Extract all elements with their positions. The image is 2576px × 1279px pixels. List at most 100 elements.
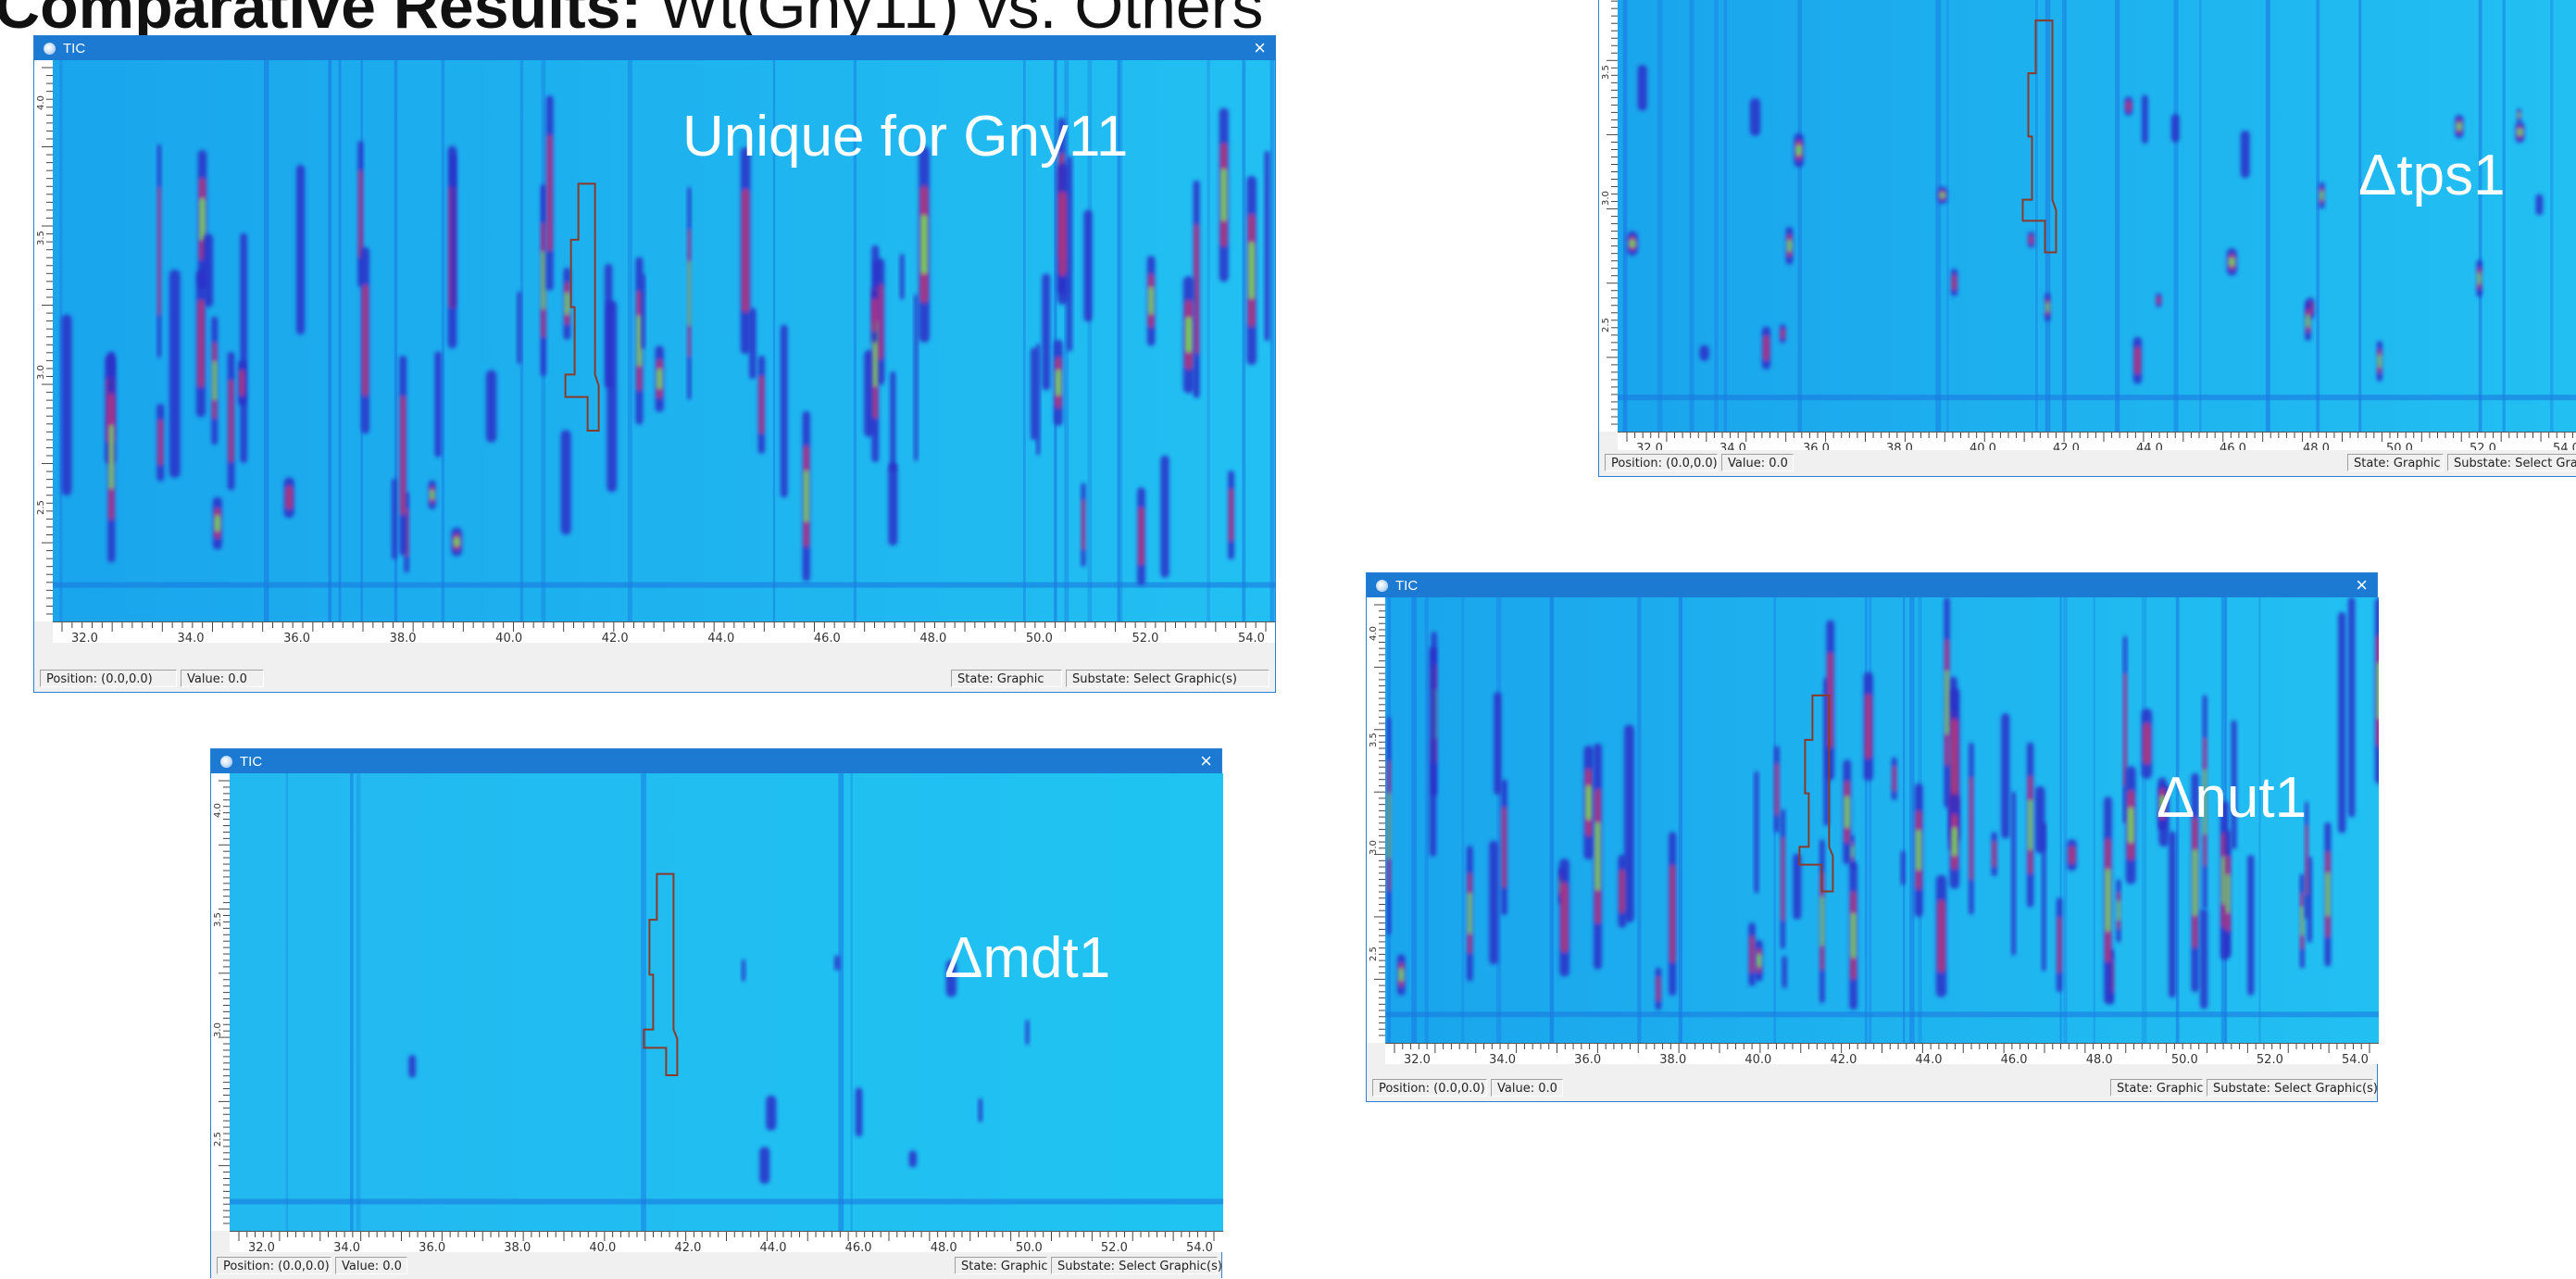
streak <box>1637 597 1642 1043</box>
x-tick-label: 36.0 <box>419 1241 446 1252</box>
x-tick-label: 32.0 <box>248 1241 275 1252</box>
peak <box>240 232 247 464</box>
streak <box>1864 597 1868 1043</box>
peak <box>759 1147 770 1185</box>
peak <box>1083 209 1093 322</box>
region-marker <box>1798 694 1834 893</box>
window-titlebar[interactable]: TIC × <box>1367 573 2377 597</box>
chromatogram-plot[interactable] <box>1618 0 2576 432</box>
tic-window-wt[interactable]: TIC × 4.0 3.5 3.0 2.5 32.0 34.0 36.0 38.0 40.0 4… <box>33 35 1276 693</box>
status-bar: Position: (0.0,0.0) Value: 0.0 State: Gr… <box>211 1253 1222 1279</box>
peak <box>1794 132 1805 168</box>
peak <box>1779 324 1786 344</box>
peak <box>2247 855 2255 996</box>
peak <box>1264 151 1270 342</box>
x-tick-label: 48.0 <box>930 1241 957 1252</box>
y-tick-label: 2.5 <box>36 499 46 515</box>
peak <box>1950 269 1958 296</box>
peak <box>2027 232 2035 248</box>
streak <box>2358 0 2362 432</box>
x-axis: 32.0 34.0 36.0 38.0 40.0 42.0 44.0 46.0 48.0 50.0… <box>230 1231 1223 1252</box>
peak <box>766 1095 777 1131</box>
peak <box>238 360 246 406</box>
streak <box>1461 597 1465 1043</box>
peak <box>2045 293 2051 321</box>
peak <box>1891 757 1897 801</box>
y-tick-label: 3.5 <box>213 912 223 928</box>
streak <box>772 60 776 621</box>
peak <box>295 164 306 335</box>
x-tick-label: 42.0 <box>1830 1053 1857 1064</box>
window-titlebar[interactable]: TIC × <box>211 749 1221 773</box>
baseline-band <box>230 1198 1223 1205</box>
close-icon[interactable]: × <box>1200 749 1212 772</box>
peak <box>1900 850 1906 885</box>
chromatogram-plot[interactable] <box>230 773 1223 1231</box>
peak <box>2200 909 2208 1009</box>
streak <box>2258 597 2261 1043</box>
x-tick-label: 50.0 <box>1025 632 1053 643</box>
peak <box>2041 822 2046 972</box>
peak <box>2170 114 2180 143</box>
peak <box>687 187 692 400</box>
streak <box>2063 597 2068 1043</box>
peak <box>1031 347 1038 441</box>
status-position: Position: (0.0,0.0) <box>1605 454 1718 471</box>
peak <box>2231 720 2237 850</box>
tic-window-nut1[interactable]: TIC × 4.0 3.5 3.0 2.5 32.0 34.0 36.0 38.0 40.0 4… <box>1366 572 2379 1102</box>
peak <box>834 955 841 972</box>
peak <box>914 295 919 461</box>
peak <box>2455 114 2464 139</box>
close-icon[interactable]: × <box>1254 36 1266 59</box>
peak <box>156 144 162 358</box>
streak <box>1903 597 1906 1043</box>
tic-window-mdt1[interactable]: TIC × 4.0 3.5 3.0 2.5 32.0 34.0 36.0 38.0 40.0 4… <box>210 748 1223 1279</box>
y-axis: 4.03.53.02.5 <box>1599 0 1619 432</box>
peak <box>2169 831 2176 998</box>
peak <box>1749 97 1761 136</box>
peak <box>2226 248 2237 276</box>
chromatogram-plot[interactable] <box>1385 597 2379 1043</box>
x-tick-label: 46.0 <box>2000 1053 2028 1064</box>
close-icon[interactable]: × <box>2356 573 2368 596</box>
peak <box>871 287 878 343</box>
peak <box>1626 231 1638 257</box>
status-value: Value: 0.0 <box>181 670 264 687</box>
region-marker <box>2021 19 2057 254</box>
y-tick-label: 2.5 <box>1601 317 1611 332</box>
x-tick-label: 32.0 <box>1404 1053 1431 1064</box>
overlay-label: Δmdt1 <box>944 926 1111 990</box>
y-tick-label: 3.0 <box>1601 191 1611 207</box>
streak <box>2175 597 2180 1043</box>
peak <box>919 146 931 343</box>
peak <box>2157 777 2167 831</box>
streak <box>1064 60 1069 621</box>
streak <box>2059 597 2062 1043</box>
peak <box>2125 766 2136 884</box>
streak <box>627 60 632 621</box>
peak <box>1067 156 1073 352</box>
peak <box>978 1098 982 1122</box>
status-state: State: Graphic <box>2347 454 2444 471</box>
peak <box>1754 771 1759 894</box>
peak <box>408 1055 417 1078</box>
window-titlebar[interactable]: TIC × <box>34 36 1275 60</box>
peak <box>1624 724 1634 923</box>
status-position: Position: (0.0,0.0) <box>1372 1079 1487 1097</box>
peak <box>1944 597 1950 809</box>
status-state: State: Graphic <box>951 670 1062 687</box>
peak <box>2374 597 2379 784</box>
peak <box>2476 259 2482 297</box>
peak <box>1949 794 1960 889</box>
peak <box>560 430 571 535</box>
slide-title-rest: Wt(Gny11) vs. Others <box>642 0 1264 42</box>
streak <box>1087 60 1093 621</box>
chromatogram-plot[interactable] <box>53 60 1275 621</box>
streak <box>2048 0 2051 432</box>
status-position: Position: (0.0,0.0) <box>217 1257 331 1274</box>
streak <box>1689 0 1694 432</box>
x-tick-label: 52.0 <box>1132 632 1159 643</box>
peak <box>485 370 497 443</box>
tic-window-tps1[interactable]: TIC × 4.03.53.02.5 32.034.036.038.040.04… <box>1598 0 2576 477</box>
